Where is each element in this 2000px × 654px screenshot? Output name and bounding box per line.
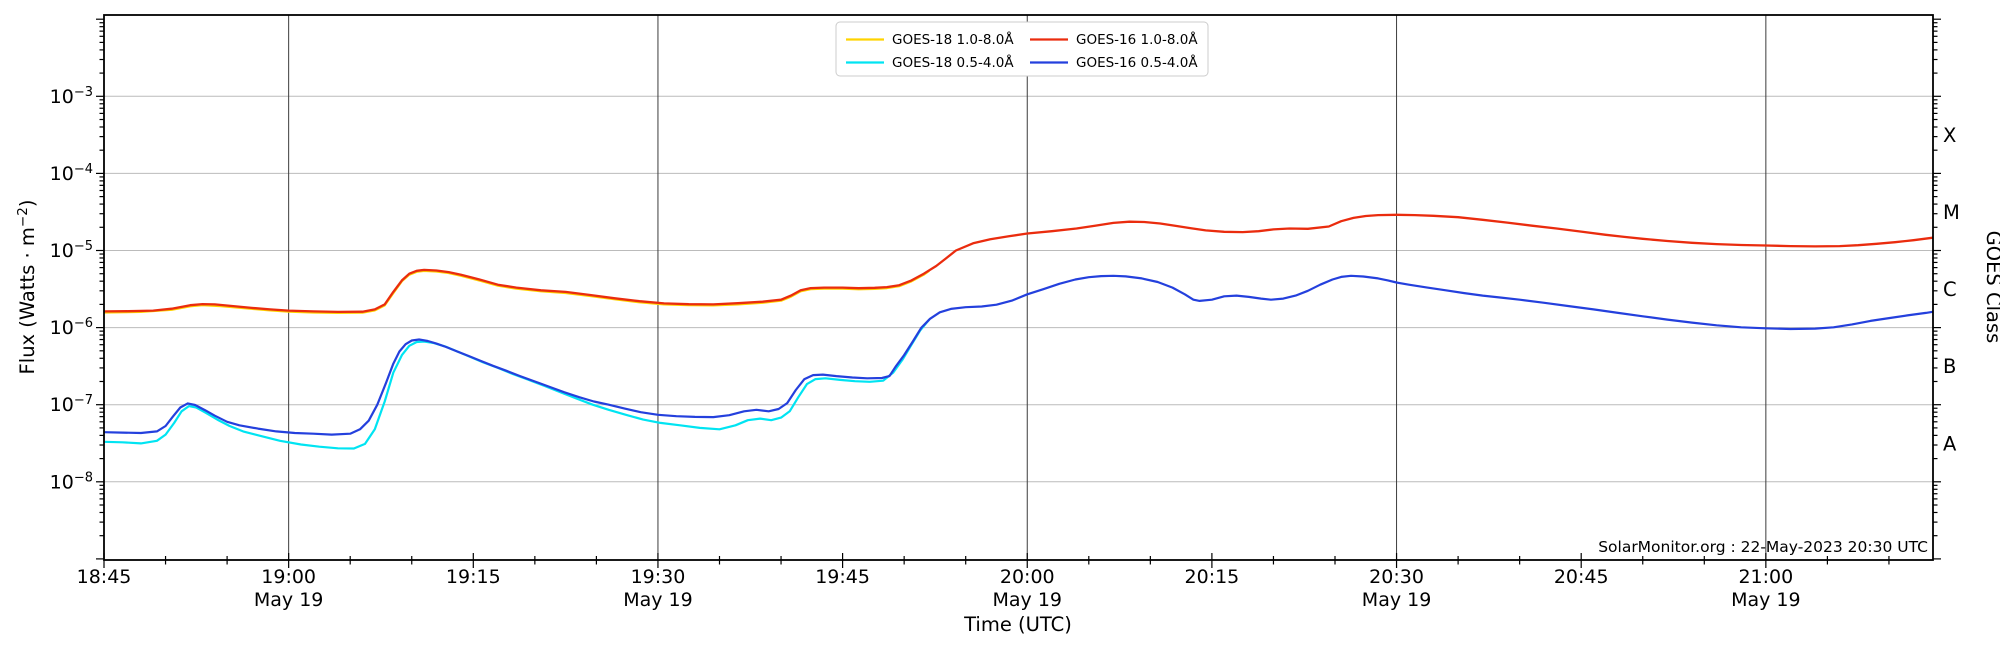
x-tick-label: 18:45 <box>77 566 132 588</box>
x-tick-label: 20:15 <box>1185 566 1240 588</box>
series-line-goes16-long <box>104 213 1933 314</box>
x-date-label: May 19 <box>623 589 693 611</box>
legend-label-goes16-short: GOES-16 0.5-4.0Å <box>1076 54 1198 71</box>
legend-box <box>835 21 1209 77</box>
plot-border <box>103 14 1934 561</box>
series-line-goes18-short <box>104 319 930 450</box>
goes-class-letter: X <box>1943 124 1956 147</box>
x-date-label: May 19 <box>1362 589 1432 611</box>
x-tick-label: 20:00 <box>1000 566 1055 588</box>
series-line-goes16-short <box>104 274 1933 436</box>
x-tick-label: 19:15 <box>446 566 501 588</box>
y-tick-label: 10−8 <box>50 470 93 493</box>
x-date-label: May 19 <box>993 589 1063 611</box>
series-layer <box>104 213 1933 450</box>
right-axis-title: GOES Class <box>1982 231 2000 344</box>
legend-label-goes16-long: GOES-16 1.0-8.0Å <box>1076 31 1198 48</box>
x-tick-label: 20:30 <box>1369 566 1424 588</box>
y-tick-label: 10−5 <box>50 239 93 262</box>
x-date-label: May 19 <box>254 589 324 611</box>
y-tick-label: 10−6 <box>50 316 93 339</box>
goes-class-letter: C <box>1943 278 1957 301</box>
legend: GOES-18 1.0-8.0Å GOES-18 0.5-4.0Å GOES-1… <box>835 21 1209 77</box>
x-tick-label: 19:45 <box>815 566 870 588</box>
x-date-label: May 19 <box>1731 589 1801 611</box>
legend-label-goes18-long: GOES-18 1.0-8.0Å <box>892 31 1014 48</box>
x-axis-title: Time (UTC) <box>963 613 1072 636</box>
x-tick-label: 19:00 <box>261 566 316 588</box>
y-tick-label: 10−7 <box>50 393 93 416</box>
x-tick-label: 21:00 <box>1738 566 1793 588</box>
grid-layer <box>104 15 1933 560</box>
goes-class-letter: B <box>1943 355 1956 378</box>
watermark-text: SolarMonitor.org : 22-May-2023 20:30 UTC <box>1598 538 1928 556</box>
x-tick-label: 19:30 <box>631 566 686 588</box>
x-tick-label: 20:45 <box>1554 566 1609 588</box>
goes-class-letter: M <box>1943 201 1960 224</box>
y-tick-label: 10−3 <box>50 85 93 108</box>
goes-class-letter: A <box>1943 432 1957 455</box>
legend-label-goes18-short: GOES-18 0.5-4.0Å <box>892 54 1014 71</box>
y-tick-label: 10−4 <box>50 162 93 185</box>
y-axis-title: Flux (Watts · m−2) <box>15 200 39 375</box>
